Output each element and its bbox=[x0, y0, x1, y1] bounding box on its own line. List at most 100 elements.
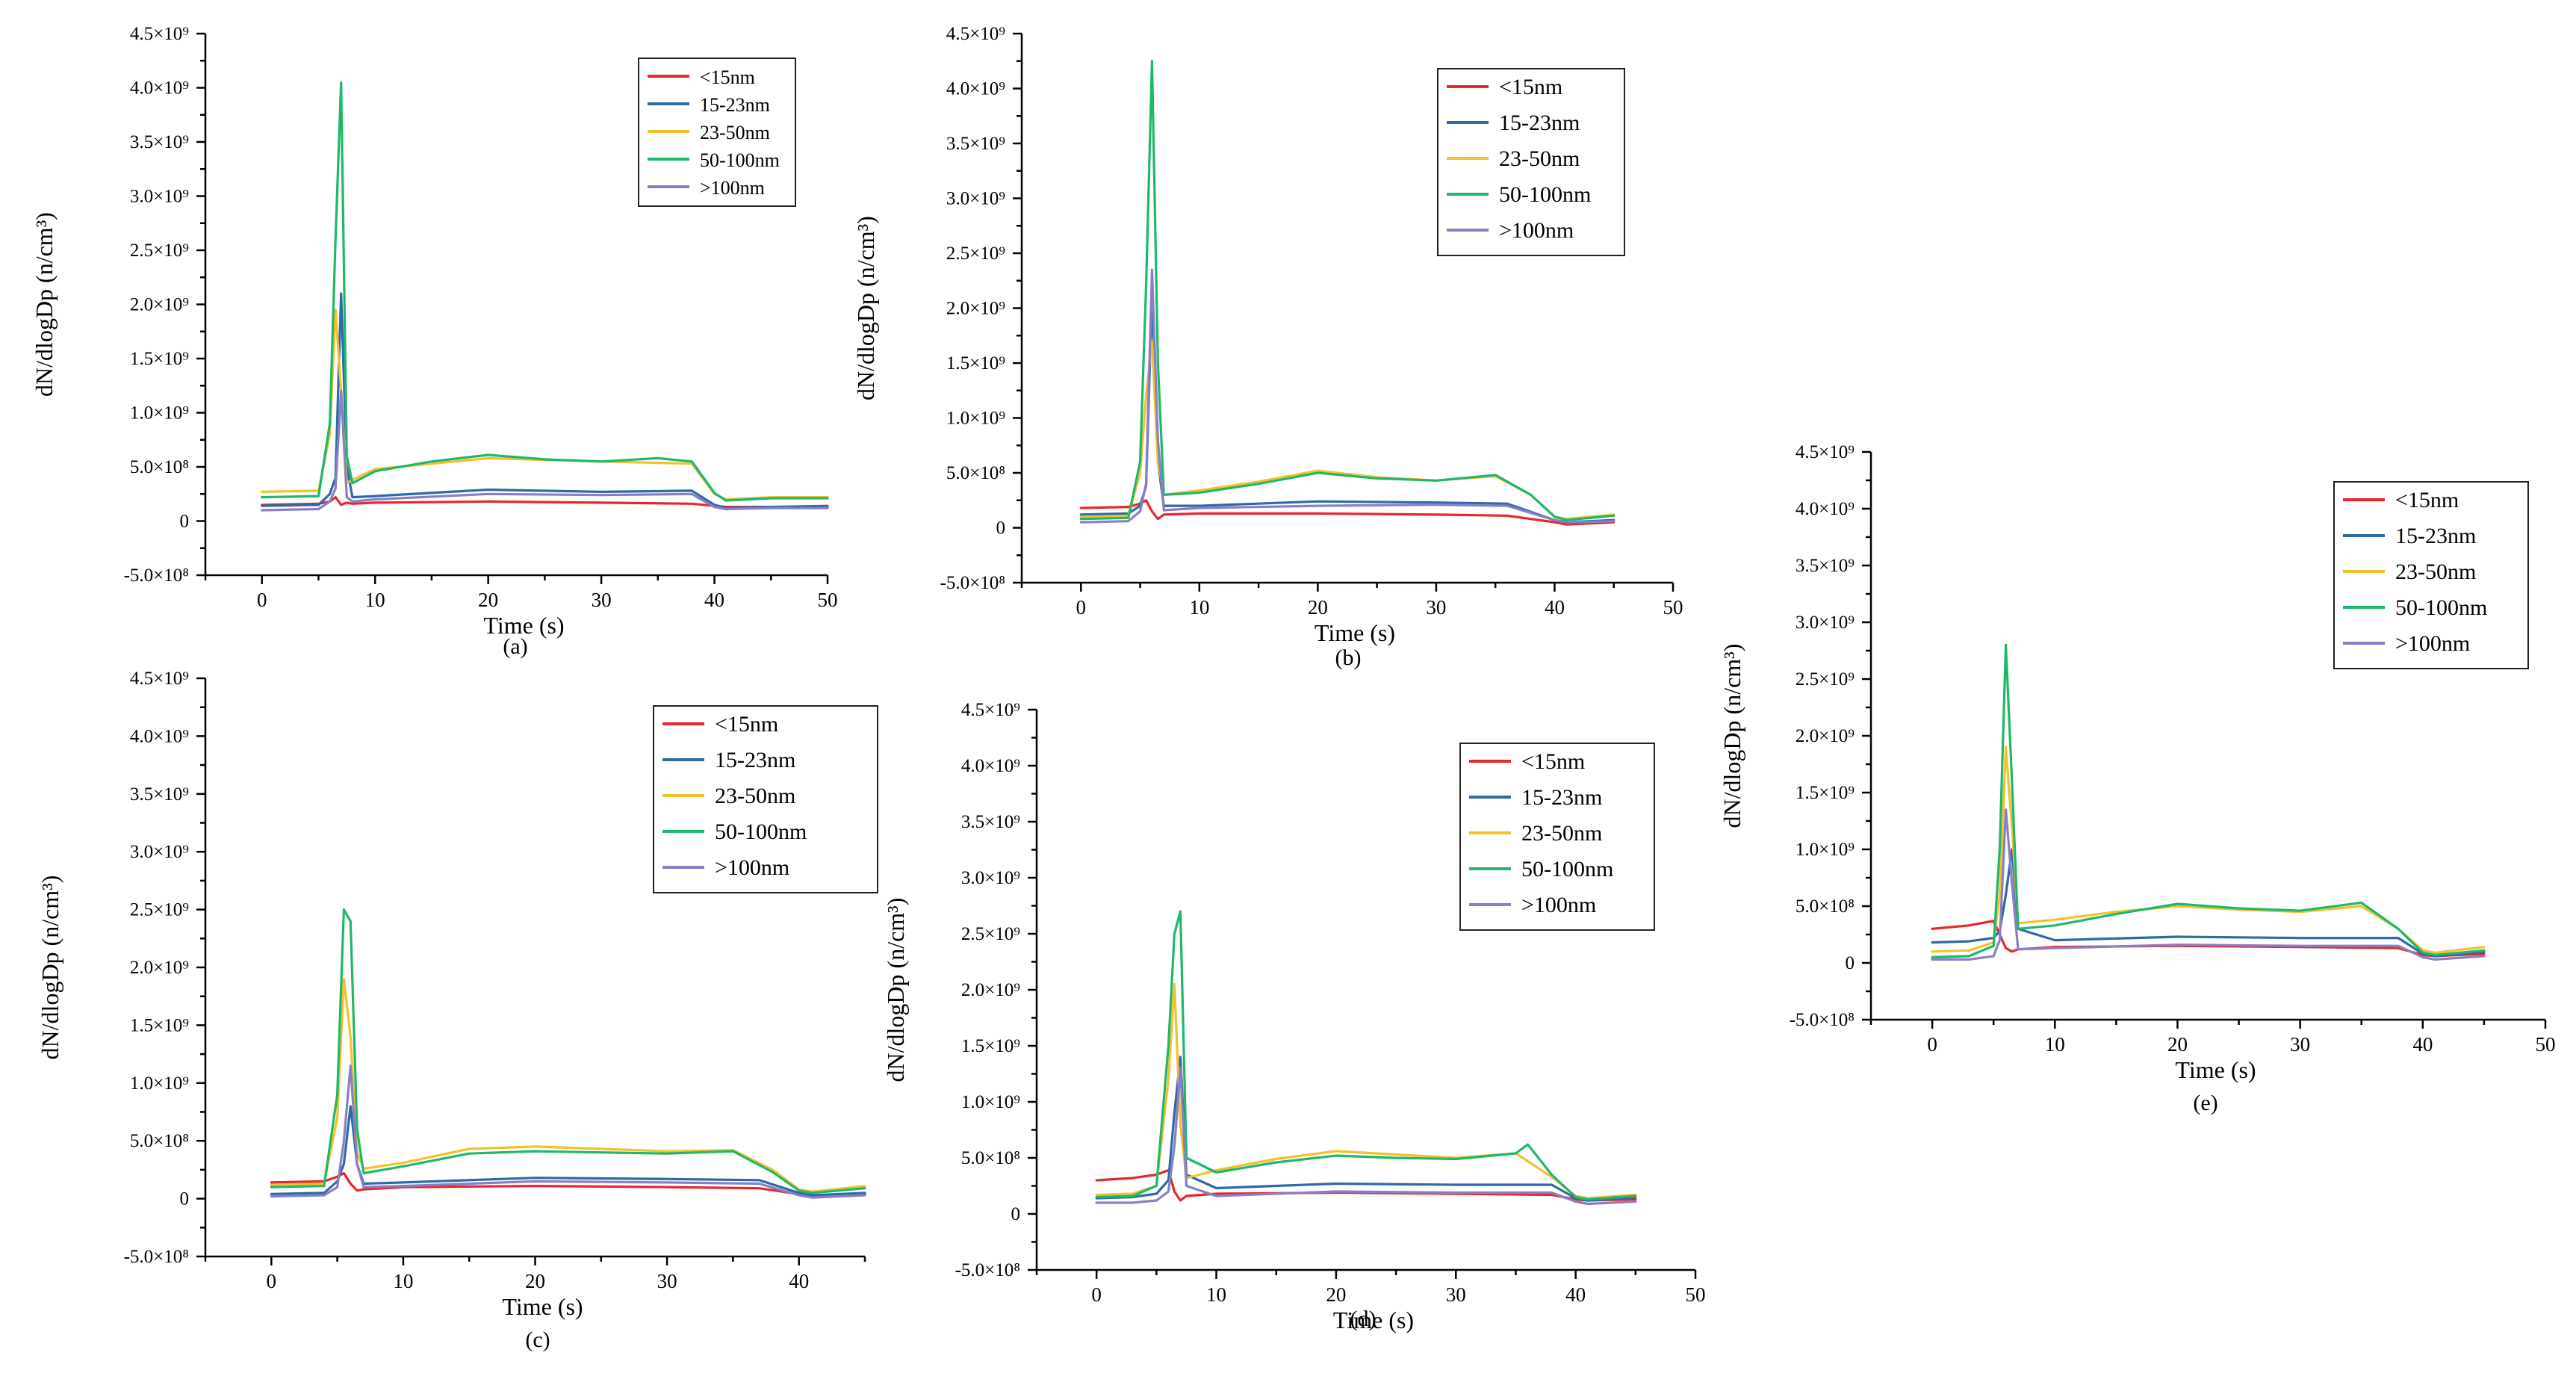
legend-entry: 23-50nm bbox=[2395, 560, 2476, 584]
y-tick-label: 3.0×10⁹ bbox=[130, 842, 189, 862]
x-tick-label: 40 bbox=[1545, 596, 1565, 619]
y-axis-label: dN/dlogDp (n/cm³) bbox=[31, 212, 58, 397]
x-axis-label: Time (s) bbox=[1333, 1307, 1414, 1333]
y-tick-label: 0 bbox=[180, 512, 190, 532]
series-line-50-100nm bbox=[1079, 60, 1616, 521]
y-axis-label: dN/dlogDp (n/cm³) bbox=[852, 216, 879, 400]
legend-entry: <15nm bbox=[2395, 488, 2459, 512]
panel-caption: (e) bbox=[2193, 1091, 2217, 1115]
y-tick-label: 2.0×10⁹ bbox=[130, 958, 189, 978]
y-tick-label: 1.0×10⁹ bbox=[130, 1073, 189, 1094]
legend-entry: 50-100nm bbox=[1499, 182, 1591, 207]
y-tick-label: 3.5×10⁹ bbox=[946, 134, 1005, 154]
series-line-50-100nm bbox=[1095, 910, 1637, 1201]
y-tick-label: -5.0×10⁸ bbox=[1790, 1010, 1855, 1030]
x-axis-label: Time (s) bbox=[483, 612, 564, 639]
x-tick-label: 30 bbox=[1426, 596, 1446, 619]
x-tick-label: 0 bbox=[1091, 1283, 1102, 1306]
legend-entry: >100nm bbox=[700, 177, 765, 199]
y-tick-label: 3.0×10⁹ bbox=[961, 868, 1020, 888]
panel-caption: (b) bbox=[1335, 645, 1362, 670]
y-tick-label: 1.5×10⁹ bbox=[130, 1015, 189, 1035]
y-tick-label: 2.0×10⁹ bbox=[1796, 726, 1855, 746]
x-tick-label: 20 bbox=[478, 589, 498, 611]
x-tick-label: 40 bbox=[789, 1270, 809, 1292]
x-tick-label: 50 bbox=[2536, 1033, 2556, 1056]
y-tick-label: 1.0×10⁹ bbox=[1796, 840, 1855, 860]
series-line-50-100nm bbox=[261, 81, 829, 502]
series-line--100nm bbox=[1931, 808, 2486, 961]
series-line-15-23nm bbox=[1095, 1056, 1637, 1202]
x-tick-label: 20 bbox=[525, 1270, 545, 1292]
y-tick-label: 5.0×10⁸ bbox=[130, 457, 189, 477]
x-tick-label: 50 bbox=[1663, 596, 1683, 619]
series-line--100nm bbox=[1095, 1067, 1637, 1206]
x-tick-label: 0 bbox=[267, 1270, 277, 1292]
legend-entry: 15-23nm bbox=[2395, 524, 2476, 548]
x-tick-label: 20 bbox=[1308, 596, 1328, 619]
y-tick-label: 4.0×10⁹ bbox=[130, 726, 189, 746]
legend-box bbox=[653, 705, 878, 893]
y-tick-label: 3.0×10⁹ bbox=[946, 189, 1005, 209]
y-tick-label: 1.0×10⁹ bbox=[130, 403, 189, 424]
y-tick-label: 2.5×10⁹ bbox=[946, 244, 1005, 264]
x-tick-label: 50 bbox=[1686, 1283, 1706, 1306]
y-tick-label: 4.0×10⁹ bbox=[130, 78, 189, 99]
series-line--100nm bbox=[1079, 268, 1616, 524]
chart-panel-d: -5.0×10⁸ 0 5.0×10⁸ 1.0×10⁹ 1.5×10⁹ 2.0×10⁹ 2.5… bbox=[882, 700, 1706, 1333]
y-tick-label: 1.5×10⁹ bbox=[946, 353, 1005, 374]
y-tick-label: 5.0×10⁸ bbox=[1796, 896, 1855, 917]
y-tick-label: 1.5×10⁹ bbox=[130, 349, 189, 369]
y-tick-label: 2.0×10⁹ bbox=[130, 295, 189, 315]
x-tick-label: 0 bbox=[1927, 1033, 1937, 1056]
x-tick-label: 50 bbox=[818, 589, 838, 611]
y-tick-label: 2.5×10⁹ bbox=[961, 924, 1020, 944]
y-tick-label: 4.0×10⁹ bbox=[961, 756, 1020, 776]
x-tick-label: 10 bbox=[2045, 1033, 2065, 1056]
x-tick-label: 40 bbox=[2412, 1033, 2433, 1056]
panel-caption: (d) bbox=[1350, 1307, 1377, 1331]
y-tick-label: 1.0×10⁹ bbox=[946, 409, 1005, 429]
legend-entry: 50-100nm bbox=[700, 149, 780, 171]
x-axis-label: Time (s) bbox=[2175, 1056, 2256, 1083]
y-tick-label: 5.0×10⁸ bbox=[961, 1148, 1020, 1168]
legend: <15nm 15-23nm 23-50nm 50-100nm >100nm bbox=[1459, 743, 1655, 931]
y-axis-label: dN/dlogDp (n/cm³) bbox=[882, 898, 909, 1082]
y-tick-label: 4.0×10⁹ bbox=[1796, 499, 1855, 519]
x-tick-label: 30 bbox=[1446, 1283, 1466, 1306]
series-line-50-100nm bbox=[270, 908, 866, 1194]
legend: <15nm 15-23nm 23-50nm 50-100nm >100nm bbox=[1437, 68, 1625, 256]
legend-entry: <15nm bbox=[1521, 749, 1585, 774]
x-tick-label: 20 bbox=[2167, 1033, 2188, 1056]
y-tick-label: 3.5×10⁹ bbox=[130, 784, 189, 805]
y-tick-label: 5.0×10⁸ bbox=[130, 1131, 189, 1151]
chart-panel-a: -5.0×10⁸ 0 5.0×10⁸ 1.0×10⁹ 1.5×10⁹ 2.0×10⁹ 2.5… bbox=[31, 24, 838, 659]
legend-entry: 50-100nm bbox=[715, 819, 807, 844]
y-tick-label: 2.0×10⁹ bbox=[946, 299, 1005, 319]
x-tick-label: 30 bbox=[592, 589, 612, 611]
y-tick-label: 3.5×10⁹ bbox=[961, 812, 1020, 832]
legend-entry: <15nm bbox=[1499, 75, 1562, 99]
x-axis-label: Time (s) bbox=[502, 1293, 583, 1320]
y-tick-label: 0 bbox=[1011, 1204, 1021, 1224]
y-tick-label: 2.5×10⁹ bbox=[1796, 669, 1855, 690]
y-axis-label: dN/dlogDp (n/cm³) bbox=[37, 876, 63, 1060]
panel-caption: (a) bbox=[503, 634, 527, 659]
y-tick-label: 3.5×10⁹ bbox=[1796, 556, 1855, 576]
y-tick-label: 3.0×10⁹ bbox=[130, 187, 189, 207]
panel-caption: (c) bbox=[525, 1327, 550, 1352]
x-tick-label: 10 bbox=[1206, 1283, 1226, 1306]
y-tick-label: 3.0×10⁹ bbox=[1796, 613, 1855, 633]
series-line-23-50nm bbox=[270, 977, 866, 1193]
x-tick-label: 40 bbox=[1565, 1283, 1586, 1306]
y-tick-label: 1.5×10⁹ bbox=[1796, 783, 1855, 803]
x-tick-label: 0 bbox=[257, 589, 267, 611]
legend-entry: >100nm bbox=[1521, 893, 1596, 917]
legend-entry: 15-23nm bbox=[715, 748, 795, 772]
series-line--100nm bbox=[261, 389, 829, 512]
legend-entry: 23-50nm bbox=[1521, 821, 1602, 846]
series-line--100nm bbox=[270, 1064, 866, 1199]
y-tick-label: 0 bbox=[1846, 953, 1855, 973]
y-tick-label: 4.5×10⁹ bbox=[946, 24, 1005, 44]
